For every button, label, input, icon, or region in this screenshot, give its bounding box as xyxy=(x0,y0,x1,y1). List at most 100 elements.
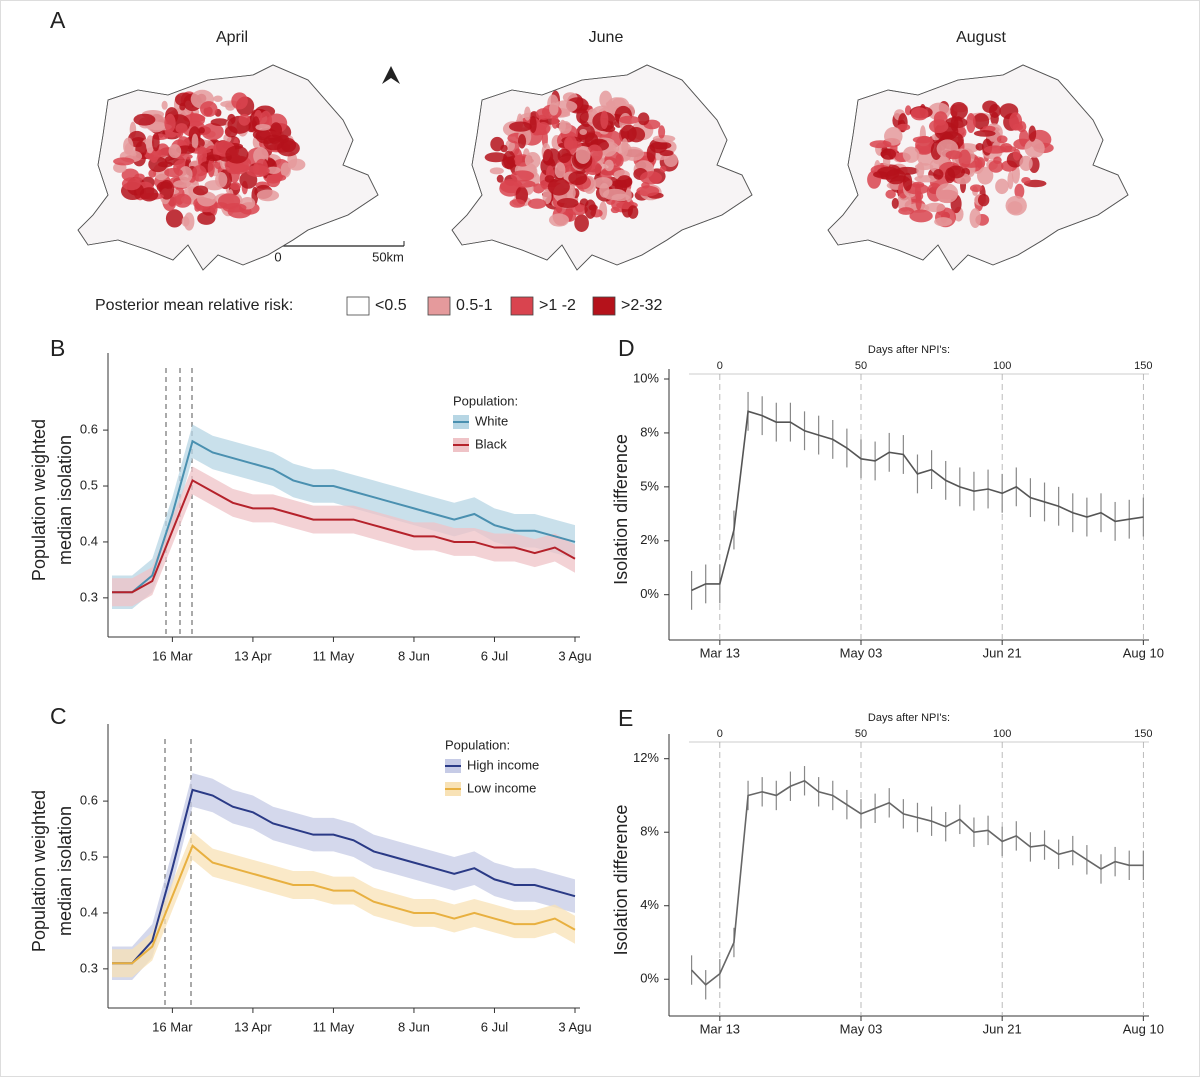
scale-label: 0 xyxy=(274,249,281,264)
map-patch xyxy=(179,102,186,111)
x2-tick-label: 100 xyxy=(993,728,1011,740)
map-patch xyxy=(650,141,672,150)
map-patch xyxy=(924,202,946,213)
map-patch xyxy=(966,113,976,133)
map-patch xyxy=(198,127,205,134)
map-patch xyxy=(280,137,297,153)
map-patch xyxy=(898,207,914,215)
map-patch xyxy=(975,142,984,151)
map-patch xyxy=(191,133,199,150)
map-patch xyxy=(880,148,897,160)
map-patch xyxy=(556,198,579,209)
map-patch xyxy=(230,182,242,191)
map-patch xyxy=(618,115,640,124)
panel: B Population weighted median isolation 0.3 0… xyxy=(29,335,592,663)
map xyxy=(827,64,1129,271)
map-patch xyxy=(902,146,920,163)
panel-letter: D xyxy=(618,335,635,361)
map-patch xyxy=(929,119,949,134)
map-patch xyxy=(1019,155,1033,172)
map-patch xyxy=(213,95,223,103)
x-tick-label: 6 Jul xyxy=(481,648,509,663)
map-patch xyxy=(121,177,141,191)
x-tick-label: Aug 10 xyxy=(1123,1021,1164,1036)
map-patch xyxy=(161,100,168,110)
x-tick-label: 8 Jun xyxy=(398,648,430,663)
y-tick-label: 0.6 xyxy=(80,793,98,808)
map-patch xyxy=(139,187,159,202)
map-outline xyxy=(451,64,753,271)
map-patch xyxy=(658,125,666,139)
map-patch xyxy=(640,171,662,185)
map-patch xyxy=(873,171,888,178)
map-patch xyxy=(509,198,526,208)
map-patch xyxy=(912,136,933,144)
map-patch xyxy=(280,162,291,178)
map-patch xyxy=(484,152,508,163)
y-axis-label: Isolation difference xyxy=(611,434,631,585)
map-patch xyxy=(513,180,536,188)
map-patch xyxy=(912,181,925,188)
map-patch xyxy=(157,161,173,168)
map-patch xyxy=(183,212,195,231)
y-tick-label: 0.4 xyxy=(80,904,98,919)
map-patch xyxy=(902,172,913,192)
map-patch xyxy=(133,113,156,126)
confidence-band xyxy=(112,424,575,610)
map-patch xyxy=(914,175,939,183)
series-line xyxy=(112,788,576,965)
map-patch xyxy=(543,148,554,166)
map-patch xyxy=(935,183,959,204)
map-patch xyxy=(263,134,284,151)
map-patch xyxy=(255,123,271,131)
map-legend: <0.5 0.5-1 >1 -2 >2-32 xyxy=(346,296,662,316)
map-patch xyxy=(210,118,229,126)
map-patch xyxy=(225,145,249,164)
map-patch xyxy=(557,148,572,164)
y-tick-label: 0.3 xyxy=(80,960,98,975)
x-tick-label: Mar 13 xyxy=(700,645,740,660)
panel-letter: E xyxy=(618,705,633,731)
panel-letter: A xyxy=(50,7,66,33)
x-tick-label: 13 Apr xyxy=(234,1019,272,1034)
x-tick-label: 11 May xyxy=(313,648,355,663)
map-patch xyxy=(542,189,552,205)
map-patch xyxy=(972,113,990,130)
y-tick-label: 8% xyxy=(640,424,659,439)
map-patch xyxy=(206,154,222,162)
legend-title: Posterior mean relative risk: xyxy=(95,297,293,314)
y-tick-label: 10% xyxy=(633,370,659,385)
legend-swatch xyxy=(592,296,616,316)
x-tick-label: May 03 xyxy=(840,1021,883,1036)
map-patch xyxy=(909,209,933,223)
series-line xyxy=(112,439,576,594)
map-patch xyxy=(501,156,516,169)
map-patch xyxy=(949,102,968,120)
x2-axis-label: Days after NPI's: xyxy=(868,344,950,356)
y-tick-label: 2% xyxy=(640,532,659,547)
map-patch xyxy=(496,174,504,183)
y-axis-label: Population weighted xyxy=(29,419,49,581)
x-tick-label: 3 Agu xyxy=(558,648,591,663)
map-title: August xyxy=(956,29,1006,46)
map-patch xyxy=(988,160,1004,173)
legend-label: >1 -2 xyxy=(539,297,576,314)
legend-swatch xyxy=(427,296,451,316)
x-tick-label: 16 Mar xyxy=(152,1019,193,1034)
y-tick-label: 5% xyxy=(640,478,659,493)
map-patch xyxy=(1012,148,1021,161)
map-patch xyxy=(1005,195,1027,216)
map-patch xyxy=(604,159,614,172)
map-patch xyxy=(934,217,953,227)
map-patch xyxy=(509,121,532,132)
legend-swatch xyxy=(346,296,370,316)
map-patch xyxy=(197,145,208,166)
map-patch xyxy=(885,168,906,185)
y-tick-label: 0.4 xyxy=(80,533,98,548)
north-arrow xyxy=(382,66,400,84)
panel-letter: C xyxy=(50,703,67,729)
map-patch xyxy=(270,122,283,138)
legend-label: Low income xyxy=(467,780,536,795)
map-patch xyxy=(574,214,589,232)
